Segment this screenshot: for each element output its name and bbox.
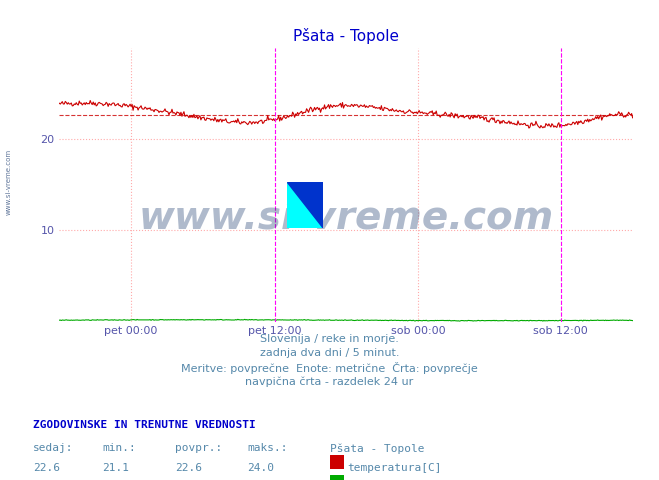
- Text: sedaj:: sedaj:: [33, 443, 73, 453]
- Text: maks.:: maks.:: [247, 443, 287, 453]
- Polygon shape: [287, 182, 323, 228]
- Text: zadnja dva dni / 5 minut.: zadnja dva dni / 5 minut.: [260, 348, 399, 358]
- Text: Slovenija / reke in morje.: Slovenija / reke in morje.: [260, 334, 399, 344]
- Text: Pšata - Topole: Pšata - Topole: [330, 443, 424, 454]
- Text: 21.1: 21.1: [102, 463, 129, 473]
- Text: 22.6: 22.6: [33, 463, 60, 473]
- Title: Pšata - Topole: Pšata - Topole: [293, 28, 399, 44]
- Text: www.si-vreme.com: www.si-vreme.com: [5, 149, 12, 216]
- Text: ZGODOVINSKE IN TRENUTNE VREDNOSTI: ZGODOVINSKE IN TRENUTNE VREDNOSTI: [33, 420, 256, 430]
- Polygon shape: [287, 182, 323, 228]
- Text: www.si-vreme.com: www.si-vreme.com: [138, 199, 554, 237]
- Text: Meritve: povprečne  Enote: metrične  Črta: povprečje: Meritve: povprečne Enote: metrične Črta:…: [181, 362, 478, 374]
- Text: povpr.:: povpr.:: [175, 443, 222, 453]
- Text: temperatura[C]: temperatura[C]: [347, 463, 442, 473]
- Text: 22.6: 22.6: [175, 463, 202, 473]
- Text: min.:: min.:: [102, 443, 136, 453]
- Text: 24.0: 24.0: [247, 463, 274, 473]
- Text: navpična črta - razdelek 24 ur: navpična črta - razdelek 24 ur: [245, 377, 414, 387]
